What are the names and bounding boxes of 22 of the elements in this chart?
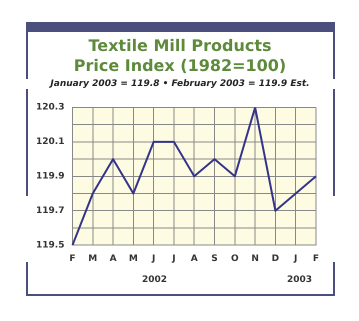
x-tick-label: N: [251, 254, 259, 264]
text: 2003: [286, 275, 312, 285]
y-tick-label: 119.9: [36, 172, 64, 182]
x-tick-label: S: [211, 254, 218, 264]
x-tick-label: M: [88, 254, 98, 264]
y-tick-label: 120.1: [36, 137, 64, 148]
chart-title: Textile Mill Products Price Index (1982=100): [30, 36, 330, 76]
y-tick-label: 119.7: [36, 206, 64, 216]
text: 2002: [142, 275, 168, 285]
x-tick-label: A: [110, 254, 117, 264]
chart-subtitle: January 2003 = 119.8 • February 2003 = 119.9 Est.: [20, 79, 340, 89]
x-tick-label: F: [312, 254, 320, 264]
x-tick-label: M: [128, 254, 138, 264]
x-tick-label: A: [190, 254, 198, 264]
x-tick-label: J: [293, 254, 298, 264]
x-tick-label: F: [69, 254, 76, 264]
x-tick-label: O: [230, 254, 239, 264]
y-tick-label: 120.3: [36, 102, 64, 113]
y-tick-label: 119.5: [36, 240, 64, 251]
x-tick-label: J: [150, 254, 156, 264]
x-tick-label: D: [272, 254, 280, 264]
x-tick-label: J: [171, 254, 176, 264]
